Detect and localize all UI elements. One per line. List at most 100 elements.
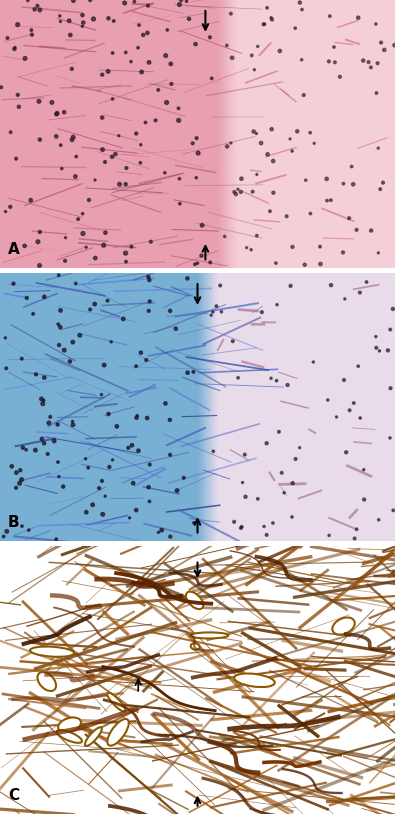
Point (15, 88, 21, 101)
Point (328, 194, 334, 207)
Bar (118, 274, 120, 540)
Point (342, 292, 348, 305)
Point (210, 305, 216, 318)
Bar (257, 274, 259, 540)
Bar (184, 0, 186, 268)
Point (23, 444, 29, 457)
Bar (247, 274, 249, 540)
Point (146, 304, 152, 317)
Point (355, 360, 361, 373)
Point (126, 511, 133, 524)
Point (167, 304, 173, 317)
Point (53, 532, 59, 545)
Point (354, 223, 360, 236)
Point (365, 55, 372, 68)
Point (287, 133, 293, 146)
Bar (12, 274, 14, 540)
Point (269, 13, 275, 26)
Point (123, 255, 129, 268)
Bar (168, 0, 170, 268)
Bar (211, 274, 213, 540)
Bar (276, 0, 278, 268)
Bar (18, 0, 20, 268)
Point (301, 89, 307, 102)
Bar (166, 0, 168, 268)
Bar (387, 0, 389, 268)
Point (19, 519, 25, 532)
Ellipse shape (38, 672, 56, 691)
Point (195, 147, 201, 160)
Bar (199, 0, 201, 268)
Point (112, 147, 118, 160)
Point (4, 32, 11, 45)
Bar (0, 0, 2, 268)
Bar (284, 274, 286, 540)
Bar (16, 0, 18, 268)
Point (290, 477, 296, 490)
Point (79, 20, 86, 33)
Bar (142, 0, 144, 268)
Ellipse shape (58, 717, 81, 733)
Bar (63, 274, 65, 540)
Bar (365, 0, 367, 268)
Bar (346, 274, 348, 540)
Point (24, 291, 30, 304)
Bar (186, 0, 188, 268)
Point (310, 356, 316, 369)
Bar (47, 0, 49, 268)
Point (2, 331, 9, 344)
Point (70, 0, 77, 7)
Point (19, 473, 25, 486)
Bar (344, 274, 346, 540)
Point (138, 346, 144, 359)
Point (135, 444, 142, 457)
Bar (65, 274, 67, 540)
Bar (43, 274, 45, 540)
Bar (288, 274, 290, 540)
Bar (103, 0, 105, 268)
Point (106, 461, 113, 474)
Point (242, 448, 248, 461)
Bar (259, 274, 261, 540)
Point (109, 93, 116, 106)
Bar (190, 274, 192, 540)
Point (57, 15, 64, 28)
Bar (115, 274, 117, 540)
Bar (227, 274, 229, 540)
Point (167, 449, 173, 462)
Bar (89, 0, 91, 268)
Bar (24, 0, 26, 268)
Bar (294, 274, 296, 540)
Bar (172, 274, 174, 540)
Bar (300, 274, 302, 540)
Bar (144, 274, 146, 540)
Bar (101, 0, 103, 268)
Point (239, 520, 245, 533)
Text: C: C (8, 788, 19, 803)
Bar (243, 274, 245, 540)
Point (381, 43, 387, 56)
Point (192, 37, 199, 50)
Bar (330, 274, 332, 540)
Point (61, 106, 67, 119)
Bar (255, 0, 257, 268)
Bar (296, 274, 298, 540)
Point (259, 305, 265, 318)
Bar (290, 274, 292, 540)
Point (11, 42, 18, 55)
Bar (198, 274, 199, 540)
Bar (180, 0, 182, 268)
Point (122, 247, 129, 260)
Point (217, 279, 223, 292)
Point (92, 252, 98, 265)
Point (294, 125, 300, 138)
Point (83, 241, 89, 254)
Point (53, 130, 59, 143)
Point (363, 275, 370, 288)
Bar (207, 274, 209, 540)
Bar (328, 0, 330, 268)
Bar (73, 274, 75, 540)
Bar (140, 0, 142, 268)
Point (56, 470, 62, 483)
Point (41, 371, 47, 384)
